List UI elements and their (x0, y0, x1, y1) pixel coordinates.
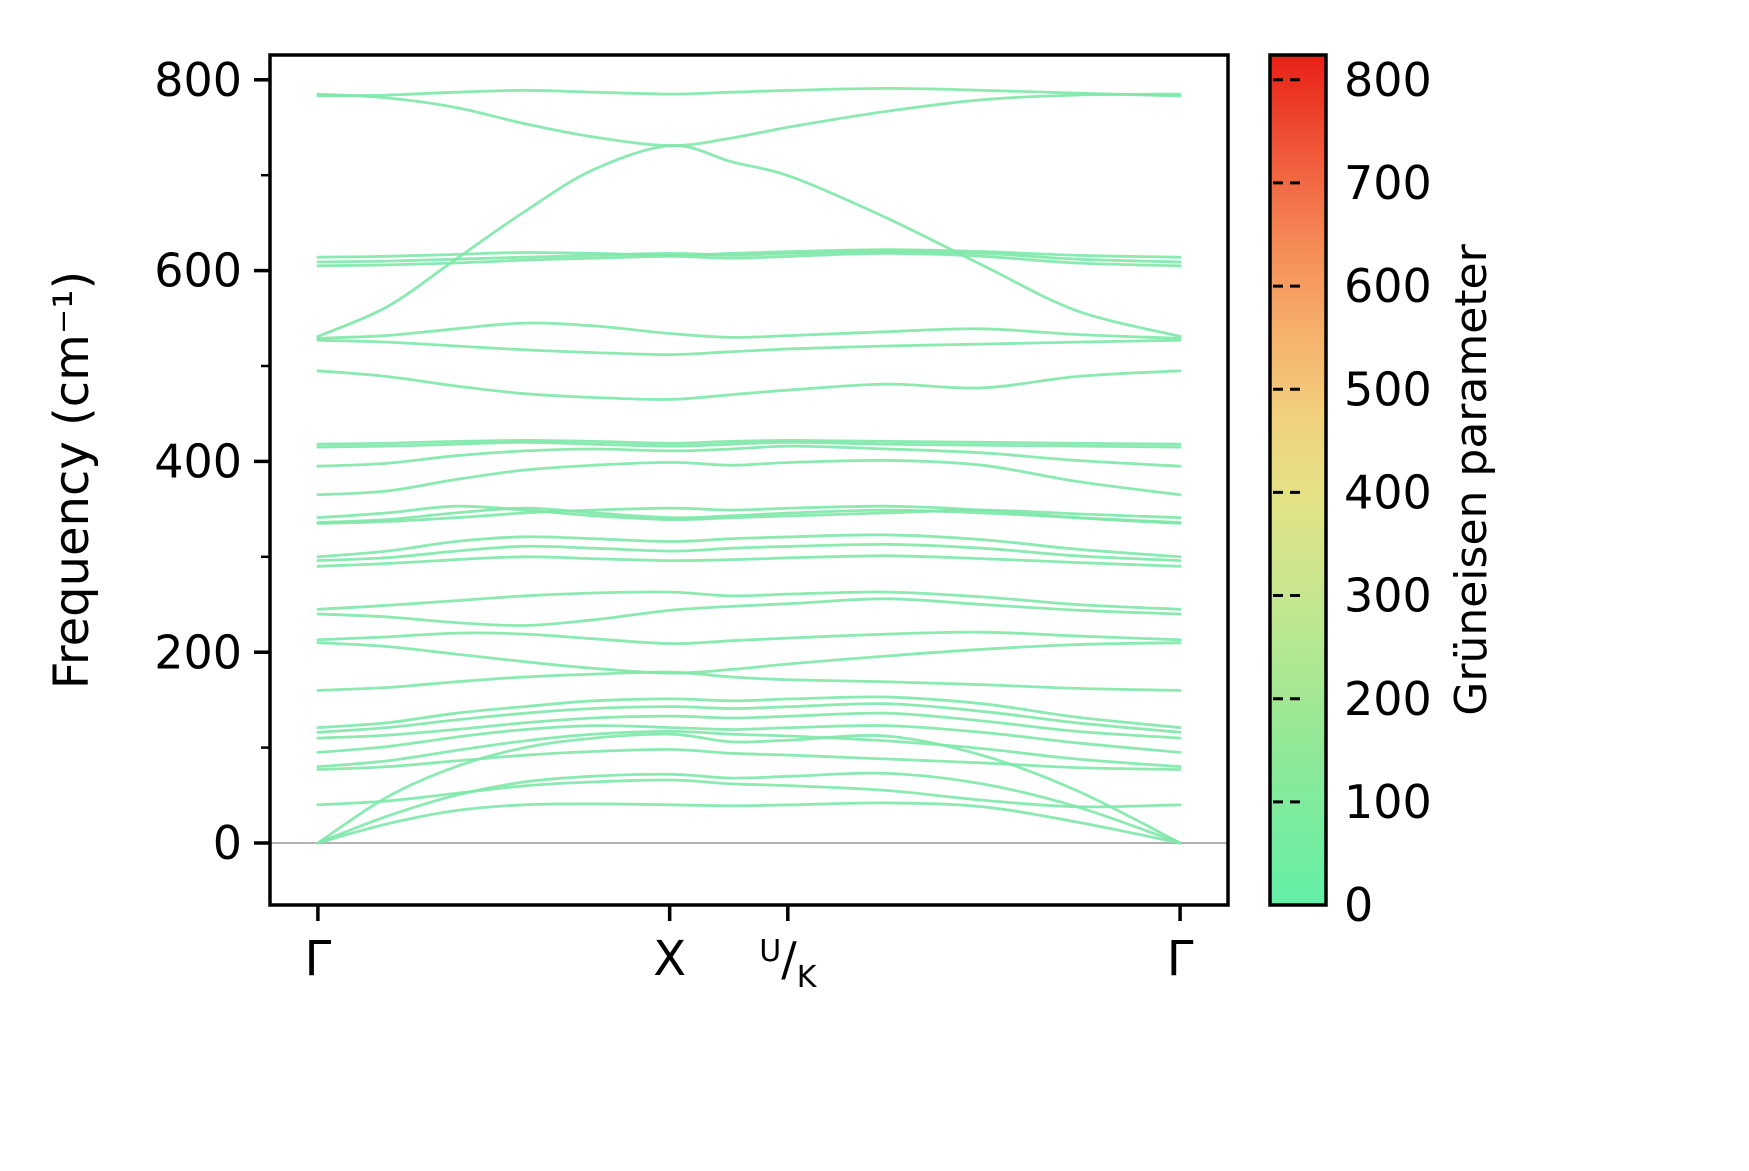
phonon-band (316, 458, 1182, 497)
colorbar-gradient (1270, 55, 1326, 905)
y-tick-label: 0 (213, 816, 242, 870)
phonon-band (316, 533, 1182, 559)
colorbar-tick-label: 200 (1344, 672, 1432, 726)
phonon-band (316, 504, 1182, 525)
phonon-band (316, 251, 1182, 268)
phonon-band (316, 338, 1182, 357)
y-tick-label: 800 (154, 53, 242, 107)
colorbar-tick-label: 500 (1344, 362, 1432, 416)
phonon-band (316, 702, 1182, 734)
phonon-band (316, 729, 1182, 769)
colorbar-tick-label: 600 (1344, 259, 1432, 313)
phonon-bands-layer (316, 86, 1182, 845)
phonon-band (316, 590, 1182, 611)
colorbar-tick-label: 400 (1344, 465, 1432, 519)
phonon-band (316, 438, 1182, 446)
phonon-band (316, 144, 1182, 338)
phonon-band (316, 92, 1182, 148)
phonon-band (316, 321, 1182, 340)
phonon-band (316, 542, 1182, 562)
y-tick-label: 400 (154, 434, 242, 488)
colorbar-tick-label: 800 (1344, 53, 1432, 107)
x-tick-label: X (653, 931, 686, 987)
phonon-band (316, 504, 1182, 522)
phonon-band (316, 630, 1182, 646)
phonon-band (316, 724, 1182, 754)
phonon-band (316, 670, 1182, 692)
x-tick-label: Γ (305, 931, 332, 987)
axes-layer: 0 200 400 600 800 Γ X U/K Γ (154, 53, 1230, 995)
x-tick-label: U/K (759, 932, 817, 995)
phonon-band (316, 711, 1182, 740)
x-tick-label: Γ (1167, 931, 1194, 987)
colorbar-tick-label: 0 (1344, 878, 1373, 932)
y-tick-label: 600 (154, 244, 242, 298)
y-axis-label: Frequency (cm⁻¹) (44, 271, 100, 689)
colorbar-label: Grüneisen parameter (1446, 243, 1497, 715)
colorbar-tick-label: 300 (1344, 569, 1432, 623)
phonon-band (316, 506, 1182, 524)
colorbar-tick-label: 100 (1344, 775, 1432, 829)
phonon-band (316, 440, 1182, 449)
phonon-band (316, 369, 1182, 401)
phonon-band (316, 444, 1182, 468)
phonon-band (316, 641, 1182, 675)
phonon-band (316, 778, 1182, 809)
phonon-band (316, 732, 1182, 845)
phonon-band (316, 86, 1182, 98)
phonon-band (316, 695, 1182, 729)
phonon-band (316, 801, 1182, 845)
axes-frame (268, 53, 1230, 907)
colorbar-tick-label: 700 (1344, 156, 1432, 210)
phonon-band (316, 771, 1182, 845)
phonon-band (316, 597, 1182, 627)
phonon-band (316, 554, 1182, 568)
colorbar-layer: 0 100 200 300 400 500 600 700 800 (1268, 53, 1432, 932)
phonon-band (316, 748, 1182, 771)
y-tick-label: 200 (154, 625, 242, 679)
phonon-band (316, 248, 1182, 259)
